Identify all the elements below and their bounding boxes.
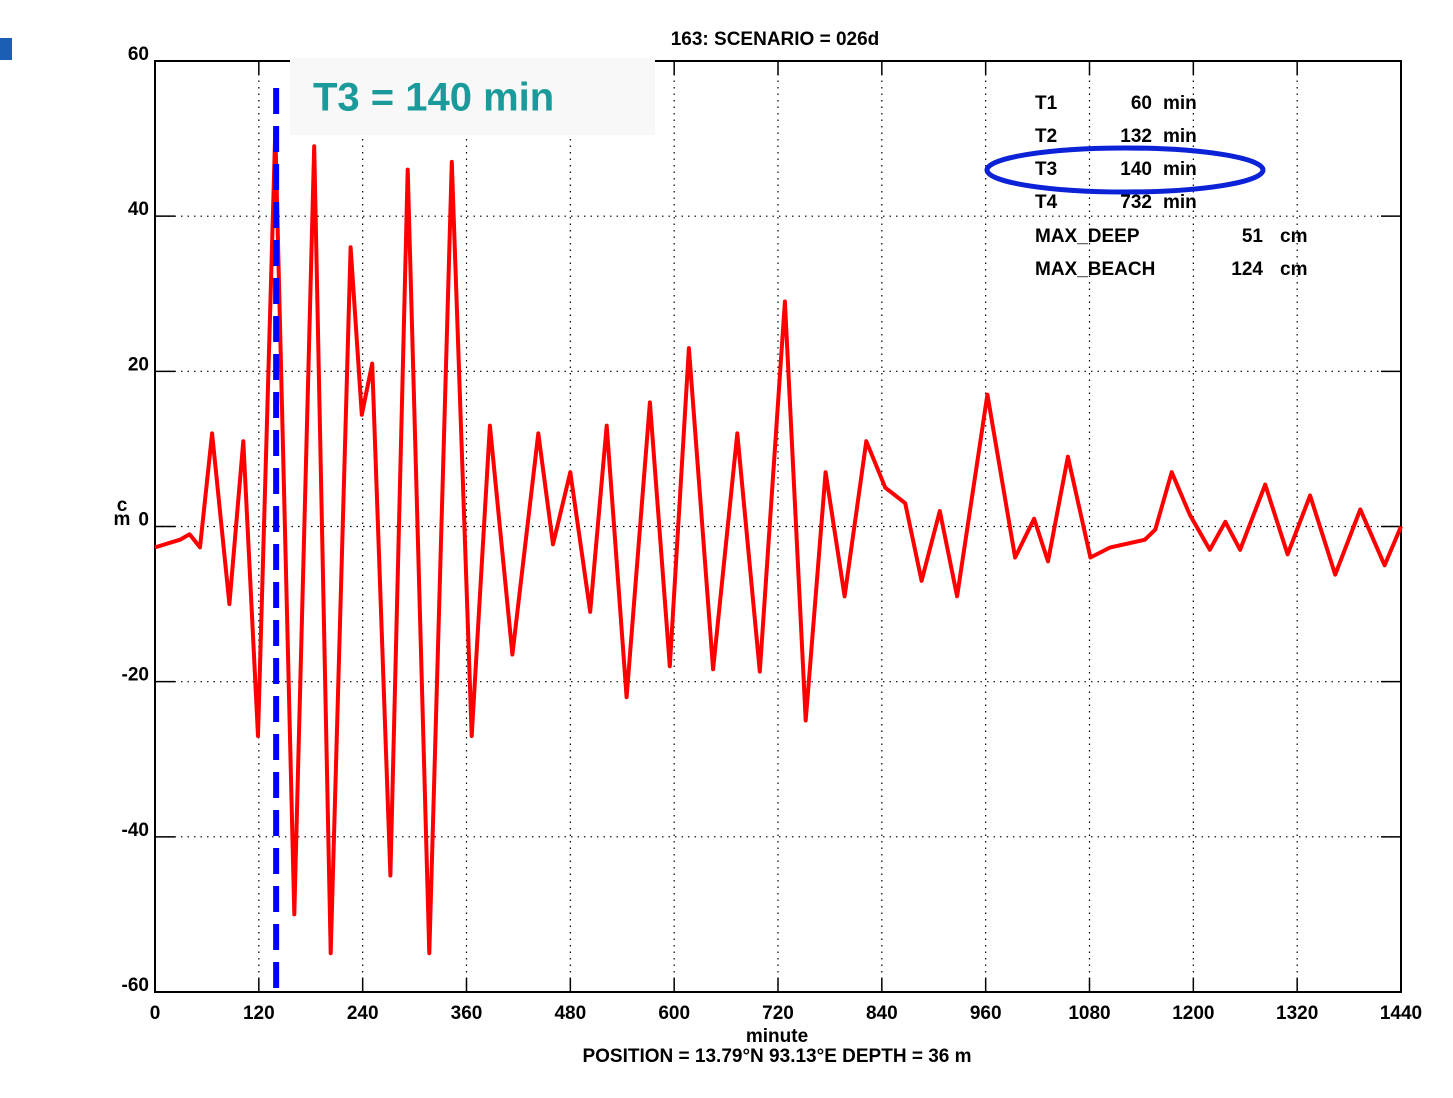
x-tick-label: 120 [243,1003,275,1024]
y-tick-label: 40 [128,199,149,220]
info-cell: 140 [1120,159,1152,180]
x-tick-label: 600 [658,1003,690,1024]
info-cell: min [1163,126,1197,147]
x-axis-label: minute [746,1026,808,1047]
info-cell: 51 [1242,226,1264,247]
x-tick-label: 1320 [1276,1003,1318,1024]
wave-line [154,128,1403,956]
info-cell: 132 [1120,126,1152,147]
y-tick-label: 0 [138,510,149,531]
y-tick-label: 20 [128,354,149,375]
corner-mark [0,38,12,60]
info-cell: min [1163,93,1197,114]
info-cell: 124 [1231,259,1263,280]
x-tick-label: 480 [554,1003,586,1024]
info-cell: MAX_DEEP [1035,226,1140,247]
footer: POSITION = 13.79°N 93.13°E DEPTH = 36 m [582,1046,971,1067]
annotation-box [290,58,655,135]
info-cell: T1 [1035,93,1058,114]
x-tick-label: 840 [866,1003,898,1024]
x-tick-label: 360 [451,1003,483,1024]
info-cell: cm [1280,259,1307,280]
x-tick-label: 1080 [1068,1003,1110,1024]
info-cell: T3 [1035,159,1057,180]
info-cell: min [1163,192,1197,213]
x-tick-label: 240 [347,1003,379,1024]
y-tick-label: -60 [122,975,149,996]
x-tick-label: 960 [970,1003,1002,1024]
x-tick-label: 1200 [1172,1003,1214,1024]
x-tick-label: 1440 [1380,1003,1422,1024]
plot-area: c m0 120 240 360 480 600 720 840 960 1080 1200 1320 1… [114,44,1423,1024]
highlight-ellipse [984,145,1266,195]
y-tick-label: -40 [122,820,149,841]
info-cell: MAX_BEACH [1035,259,1155,280]
chart-title: 163: SCENARIO = 026d [671,29,880,50]
y-tick-label: -20 [122,665,149,686]
info-cell: T4 [1035,192,1058,213]
annotation: T3 = 140 min [313,76,554,120]
y-tick-label: 60 [128,44,149,65]
info-cell: min [1163,159,1197,180]
x-tick-label: 0 [150,1003,161,1024]
info-cell: T2 [1035,126,1057,147]
info-cell: 60 [1131,93,1152,114]
info-cell: cm [1280,226,1307,247]
x-tick-label: 720 [762,1003,794,1024]
info-cell: 732 [1120,192,1152,213]
